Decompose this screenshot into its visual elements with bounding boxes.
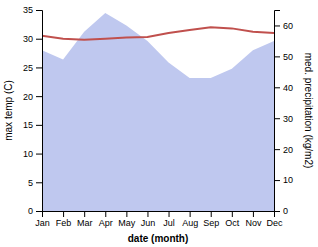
- tick-mark: [253, 211, 254, 217]
- tick-mark: [126, 211, 127, 217]
- y-axis-title: max temp (C): [3, 80, 14, 141]
- axis-line: [36, 11, 43, 212]
- y-axis: 0 5 10 15 20 25 30 35: [23, 5, 43, 216]
- tick-label: 20: [283, 145, 293, 155]
- tick-mark: [274, 25, 280, 26]
- tick-mark: [190, 211, 191, 217]
- tick-mark: [274, 211, 280, 212]
- tick-mark: [274, 118, 280, 119]
- tick-label: Aug: [182, 218, 198, 228]
- tick-mark: [36, 96, 42, 97]
- axis-line: [43, 212, 275, 218]
- line: [42, 27, 274, 40]
- tick-label: 20: [23, 92, 33, 102]
- tick: Jun: [141, 211, 156, 228]
- tick-label: Apr: [99, 218, 113, 228]
- tick-mark: [211, 211, 212, 217]
- y2-axis: 0 10 20 30 40 50 60: [274, 11, 293, 217]
- tick: 35: [23, 5, 42, 15]
- tick-label: Feb: [56, 218, 72, 228]
- tick-label: 30: [283, 114, 293, 124]
- tick-mark: [36, 182, 42, 183]
- tick-label: 25: [23, 63, 33, 73]
- tick: 30: [274, 114, 293, 124]
- tick: 0: [274, 206, 288, 216]
- tick: 10: [274, 175, 293, 185]
- tick-label: Mar: [77, 218, 93, 228]
- tick: Nov: [245, 211, 262, 228]
- tick: 60: [274, 21, 293, 31]
- tick: 20: [274, 145, 293, 155]
- tick-mark: [147, 211, 148, 217]
- tick-mark: [36, 125, 42, 126]
- tick-label: 40: [283, 83, 293, 93]
- tick-label: 35: [23, 5, 33, 15]
- tick-label: Jul: [163, 218, 175, 228]
- tick-mark: [274, 180, 280, 181]
- tick-mark: [36, 10, 42, 11]
- tick: Sep: [203, 211, 219, 228]
- tick-mark: [274, 149, 280, 150]
- tick: 50: [274, 52, 293, 62]
- tick: 0: [28, 206, 42, 216]
- tick: Jul: [163, 211, 175, 228]
- tick: 40: [274, 83, 293, 93]
- tick: May: [118, 211, 136, 228]
- tick-label: May: [118, 218, 136, 228]
- chart: JanFebMarAprMayJunJulAugSepOctNovDec0510…: [0, 0, 318, 247]
- tick: Jan: [35, 211, 50, 228]
- tick-label: Jan: [35, 218, 50, 228]
- tick: 10: [23, 149, 42, 159]
- tick-mark: [105, 211, 106, 217]
- tick-label: Jun: [141, 218, 156, 228]
- tick-label: 5: [28, 178, 33, 188]
- tick: 20: [23, 92, 42, 102]
- tick-label: 0: [28, 206, 33, 216]
- tick-mark: [36, 154, 42, 155]
- x-axis: Jan Feb Mar Apr May Jun Jul Aug Sep Oct Nov Dec: [35, 211, 283, 228]
- tick-mark: [169, 211, 170, 217]
- tick-mark: [36, 39, 42, 40]
- y2-axis-title: med. precipitation (kg/m2): [303, 53, 314, 169]
- tick-label: Oct: [225, 218, 240, 228]
- tick-mark: [232, 211, 233, 217]
- tick: Dec: [266, 211, 283, 228]
- tick: 5: [28, 178, 42, 188]
- tick-mark: [36, 67, 42, 68]
- tick-label: Nov: [245, 218, 262, 228]
- tick-label: Dec: [266, 218, 283, 228]
- tick-mark: [36, 211, 42, 212]
- tick-label: 30: [23, 34, 33, 44]
- tick-label: 50: [283, 52, 293, 62]
- tick-label: 10: [23, 149, 33, 159]
- tick-label: 10: [283, 175, 293, 185]
- tick-mark: [63, 211, 64, 217]
- tick: 30: [23, 34, 42, 44]
- tick: 15: [23, 120, 42, 130]
- area: [42, 13, 274, 211]
- x-axis-title: date (month): [128, 233, 189, 244]
- tick: 25: [23, 63, 42, 73]
- tick: Feb: [56, 211, 72, 228]
- marks: [42, 13, 274, 211]
- tick-mark: [84, 211, 85, 217]
- tick: Apr: [99, 211, 113, 228]
- tick: Aug: [182, 211, 198, 228]
- tick: Mar: [77, 211, 93, 228]
- tick-label: 15: [23, 120, 33, 130]
- tick-label: Sep: [203, 218, 219, 228]
- tick-mark: [274, 56, 280, 57]
- plot: JanFebMarAprMayJunJulAugSepOctNovDec0510…: [3, 5, 314, 244]
- tick-label: 0: [283, 206, 288, 216]
- axis-line: [275, 11, 281, 212]
- tick: Oct: [225, 211, 240, 228]
- tick-mark: [274, 87, 280, 88]
- tick-label: 60: [283, 21, 293, 31]
